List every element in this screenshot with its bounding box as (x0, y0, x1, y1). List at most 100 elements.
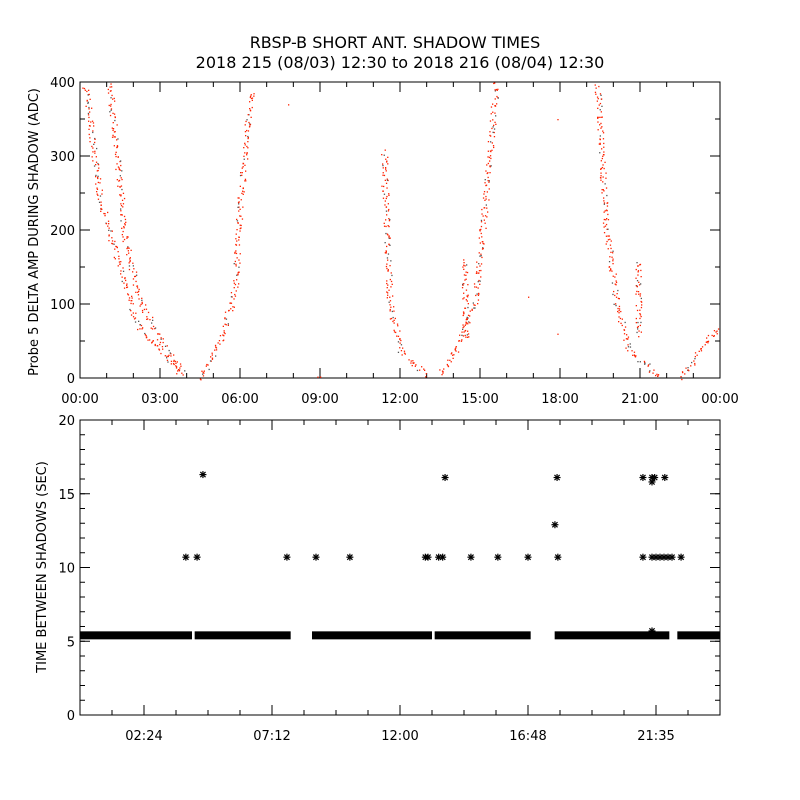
data-point (123, 226, 125, 228)
data-point (389, 237, 391, 239)
data-point (123, 287, 126, 289)
data-point (486, 191, 488, 193)
data-point (492, 119, 494, 121)
data-point (391, 283, 393, 285)
data-point (469, 310, 471, 312)
data-point (385, 232, 387, 235)
data-point (649, 363, 651, 365)
data-point (150, 327, 152, 329)
data-point (233, 282, 235, 284)
data-point (607, 235, 609, 237)
data-point (492, 145, 495, 147)
data-point (84, 89, 86, 91)
data-point (635, 293, 637, 295)
data-point (112, 98, 114, 100)
data-point (639, 313, 641, 315)
data-point (482, 241, 484, 243)
data-point (208, 368, 210, 371)
data-point (202, 375, 205, 377)
data-point (463, 292, 465, 294)
data-point (600, 98, 603, 100)
data-point (114, 240, 116, 243)
data-point (416, 369, 419, 372)
data-point (614, 294, 616, 297)
data-point (173, 363, 175, 366)
data-point (174, 360, 177, 363)
data-point (383, 185, 385, 188)
data-point (386, 282, 388, 285)
data-point (479, 280, 481, 282)
data-point (109, 90, 112, 92)
data-point (218, 340, 221, 342)
data-point (238, 266, 240, 268)
data-point (478, 272, 480, 274)
data-point (480, 221, 483, 223)
data-point (608, 235, 610, 237)
data-point (169, 352, 171, 354)
data-point (489, 165, 491, 167)
data-point (211, 358, 214, 360)
x-tick-label: 07:12 (253, 729, 290, 744)
asterisk-point (639, 553, 647, 561)
data-point (624, 326, 627, 328)
asterisk-point (199, 471, 207, 479)
asterisk-stroke (424, 554, 432, 561)
data-point (240, 224, 242, 227)
data-point (118, 168, 120, 171)
data-point (603, 197, 605, 199)
data-point (242, 166, 244, 168)
data-point (247, 136, 249, 139)
data-point (491, 142, 493, 144)
data-point (601, 166, 604, 169)
data-point (643, 360, 646, 363)
data-point (112, 122, 114, 124)
data-point (245, 170, 247, 172)
data-point (236, 229, 238, 231)
data-point (606, 218, 608, 220)
asterisk-point (441, 474, 449, 482)
data-point (176, 373, 178, 375)
data-point (223, 339, 225, 341)
data-point (603, 146, 605, 148)
data-point (447, 365, 450, 368)
data-point (704, 344, 706, 346)
asterisk-point (494, 553, 502, 561)
data-point (160, 338, 162, 340)
data-point (107, 92, 110, 94)
data-point (610, 247, 612, 250)
data-point (528, 296, 530, 298)
data-point (91, 145, 93, 148)
data-point (116, 163, 118, 165)
data-point (159, 333, 161, 335)
data-point (238, 197, 240, 199)
data-point (707, 342, 709, 344)
data-point (202, 371, 204, 373)
data-point (400, 344, 403, 346)
data-point (464, 265, 466, 267)
data-point (600, 127, 602, 129)
data-point (557, 333, 559, 335)
data-point (199, 378, 202, 380)
data-point (135, 291, 137, 293)
data-point (455, 350, 457, 352)
data-point (112, 243, 114, 245)
data-point (108, 104, 110, 107)
data-point (141, 297, 143, 299)
data-point (130, 310, 132, 312)
data-point (649, 370, 651, 372)
data-point (603, 202, 606, 204)
data-point (108, 223, 110, 225)
data-point (639, 361, 641, 363)
data-point (390, 260, 392, 262)
data-point (123, 238, 126, 241)
data-point (115, 151, 117, 153)
data-point (390, 280, 393, 283)
baseline-points-segment (434, 631, 531, 640)
data-point (386, 214, 388, 216)
data-point (618, 316, 620, 318)
data-point (467, 294, 469, 296)
data-point (441, 370, 444, 372)
data-point (129, 258, 131, 260)
data-point (477, 281, 479, 283)
data-point (129, 260, 131, 263)
